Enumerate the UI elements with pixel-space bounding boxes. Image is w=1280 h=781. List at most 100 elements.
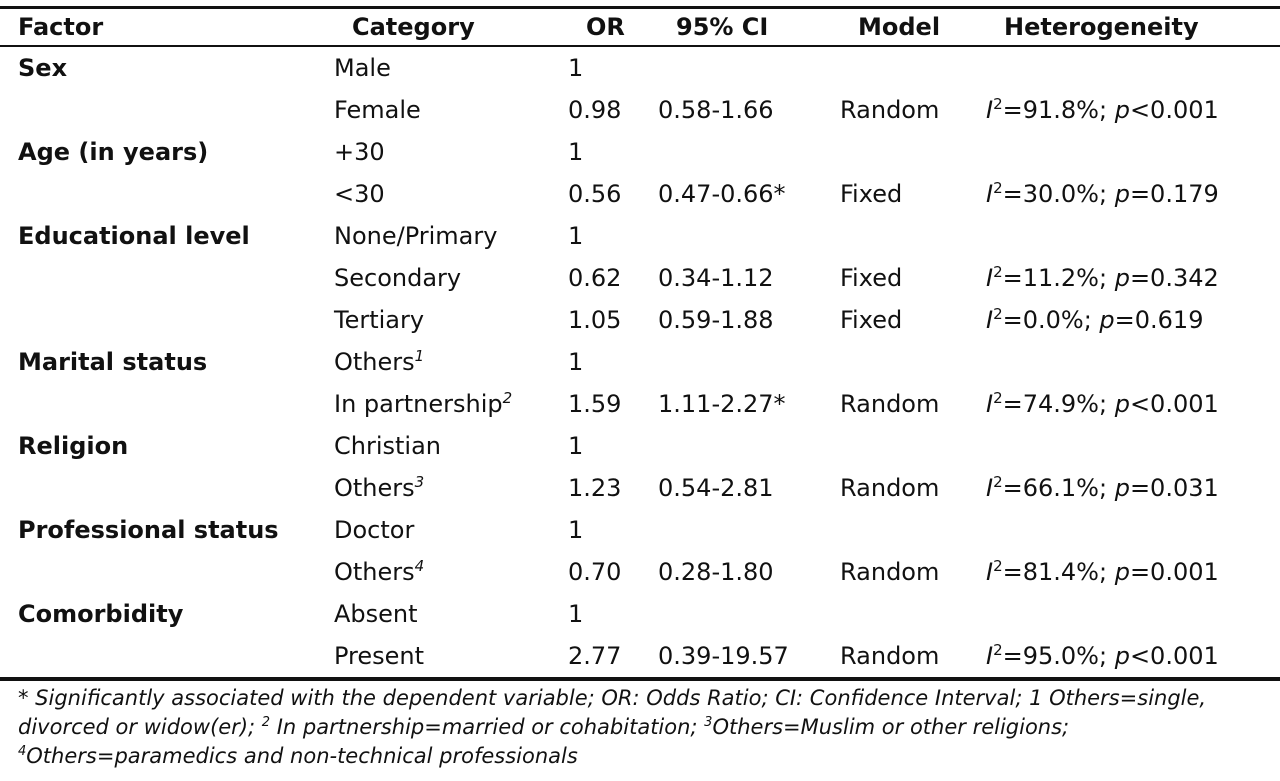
footnote-text-2c: Others=Muslim or other religions; bbox=[712, 715, 1070, 739]
i-squared-exponent: 2 bbox=[993, 305, 1003, 323]
cell-category: Female bbox=[334, 89, 568, 131]
cell-heterogeneity: I2=74.9%; p<0.001 bbox=[986, 383, 1280, 425]
cell-ci bbox=[658, 341, 840, 383]
table-bottom-rule bbox=[0, 677, 1280, 681]
cell-category: Others1 bbox=[334, 341, 568, 383]
cell-heterogeneity bbox=[986, 131, 1280, 173]
table-row: Present 2.77 0.39-19.57 Random I2=95.0%; p<0… bbox=[0, 635, 1280, 677]
results-table: Factor Category OR 95% CI Model Heteroge… bbox=[0, 9, 1280, 45]
cell-category: None/Primary bbox=[334, 215, 568, 257]
footnote-line-3: 4Others=paramedics and non-technical pro… bbox=[18, 742, 1268, 771]
cell-ci bbox=[658, 425, 840, 467]
cell-ci: 0.28-1.80 bbox=[658, 558, 774, 586]
i-squared-exponent: 2 bbox=[993, 95, 1003, 113]
cell-heterogeneity: I2=30.0%; p=0.179 bbox=[986, 173, 1280, 215]
cell-heterogeneity bbox=[986, 509, 1280, 551]
footnote-text-2b: In partnership=married or cohabitation; bbox=[270, 715, 705, 739]
cell-factor: Professional status bbox=[18, 516, 279, 544]
p-value: 0.001 bbox=[1150, 96, 1219, 124]
cell-ci bbox=[658, 215, 840, 257]
category-label: <30 bbox=[334, 180, 385, 208]
i-squared-symbol: I bbox=[986, 306, 994, 334]
p-value: 0.179 bbox=[1150, 180, 1219, 208]
cell-category: Absent bbox=[334, 593, 568, 635]
cell-category: Doctor bbox=[334, 509, 568, 551]
table-row: Age (in years) +30 1 bbox=[0, 131, 1280, 173]
cell-model: Fixed bbox=[840, 180, 903, 208]
footnote-sup-4: 4 bbox=[18, 744, 27, 759]
p-symbol: p bbox=[1114, 390, 1130, 418]
cell-factor: Educational level bbox=[18, 222, 250, 250]
cell-heterogeneity: I2=95.0%; p<0.001 bbox=[986, 635, 1280, 677]
footnote-sup-3: 3 bbox=[704, 715, 713, 730]
table-row: Others3 1.23 0.54-2.81 Random I2=66.1%; p=0.… bbox=[0, 467, 1280, 509]
cell-or: 1 bbox=[568, 222, 584, 250]
cell-model bbox=[840, 425, 986, 467]
cell-ci: 1.11-2.27* bbox=[658, 390, 786, 418]
cell-ci: 0.34-1.12 bbox=[658, 264, 774, 292]
cell-factor: Age (in years) bbox=[18, 138, 209, 166]
p-operator: = bbox=[1114, 306, 1135, 334]
table-top-rule bbox=[0, 6, 1280, 9]
category-footnote-marker: 4 bbox=[414, 557, 425, 575]
p-value: 0.619 bbox=[1134, 306, 1204, 334]
category-label: Present bbox=[334, 642, 425, 670]
cell-factor bbox=[0, 257, 334, 299]
cell-ci bbox=[658, 47, 840, 89]
cell-or: 0.56 bbox=[568, 180, 622, 208]
table-row: Comorbidity Absent 1 bbox=[0, 593, 1280, 635]
cell-category: Others4 bbox=[334, 551, 568, 593]
i-squared-symbol: I bbox=[986, 642, 994, 670]
footnote-line-2: divorced or widow(er); 2 In partnership=… bbox=[18, 713, 1268, 742]
cell-factor bbox=[0, 635, 334, 677]
footnote-line-1: * Significantly associated with the depe… bbox=[18, 684, 1268, 713]
i-squared-value: =91.8%; bbox=[1002, 96, 1115, 124]
cell-factor bbox=[0, 299, 334, 341]
cell-model: Random bbox=[840, 474, 940, 502]
cell-or: 1 bbox=[568, 516, 584, 544]
results-table-body: Sex Male 1 Female 0.98 0.58-1.66 Random I2=91.8… bbox=[0, 47, 1280, 677]
cell-heterogeneity bbox=[986, 425, 1280, 467]
cell-factor bbox=[0, 89, 334, 131]
cell-factor bbox=[0, 173, 334, 215]
table-row: In partnership2 1.59 1.11-2.27* Random I2=74… bbox=[0, 383, 1280, 425]
cell-or: 1 bbox=[568, 432, 584, 460]
header-factor: Factor bbox=[18, 13, 104, 41]
i-squared-symbol: I bbox=[986, 390, 994, 418]
cell-category: Secondary bbox=[334, 257, 568, 299]
table-row: <30 0.56 0.47-0.66* Fixed I2=30.0%; p=0.179 bbox=[0, 173, 1280, 215]
cell-heterogeneity bbox=[986, 47, 1280, 89]
i-squared-value: =66.1%; bbox=[1002, 474, 1115, 502]
p-symbol: p bbox=[1099, 306, 1115, 334]
category-footnote-marker: 1 bbox=[414, 347, 425, 365]
category-label: Others bbox=[334, 558, 415, 586]
table-header-row: Factor Category OR 95% CI Model Heteroge… bbox=[0, 9, 1280, 45]
p-operator: = bbox=[1129, 180, 1151, 208]
table-row: Religion Christian 1 bbox=[0, 425, 1280, 467]
table-row: Sex Male 1 bbox=[0, 47, 1280, 89]
results-table-container: Factor Category OR 95% CI Model Heteroge… bbox=[0, 6, 1280, 681]
cell-heterogeneity bbox=[986, 341, 1280, 383]
header-category: Category bbox=[352, 13, 475, 41]
cell-model bbox=[840, 509, 986, 551]
cell-model bbox=[840, 131, 986, 173]
cell-category: <30 bbox=[334, 173, 568, 215]
cell-ci: 0.54-2.81 bbox=[658, 474, 774, 502]
i-squared-value: =81.4%; bbox=[1002, 558, 1115, 586]
cell-heterogeneity bbox=[986, 215, 1280, 257]
cell-model bbox=[840, 593, 986, 635]
cell-or: 1 bbox=[568, 138, 584, 166]
p-operator: = bbox=[1129, 264, 1151, 292]
p-symbol: p bbox=[1114, 642, 1130, 670]
p-value: 0.031 bbox=[1150, 474, 1219, 502]
cell-factor bbox=[0, 551, 334, 593]
i-squared-value: =95.0%; bbox=[1002, 642, 1115, 670]
cell-or: 1 bbox=[568, 348, 584, 376]
header-heterogeneity: Heterogeneity bbox=[1004, 13, 1199, 41]
p-operator: < bbox=[1129, 390, 1151, 418]
cell-model: Random bbox=[840, 558, 940, 586]
cell-or: 0.98 bbox=[568, 96, 622, 124]
footnote-text-2a: divorced or widow(er); bbox=[18, 715, 262, 739]
category-label: Female bbox=[334, 96, 421, 124]
category-label: Tertiary bbox=[334, 306, 425, 334]
